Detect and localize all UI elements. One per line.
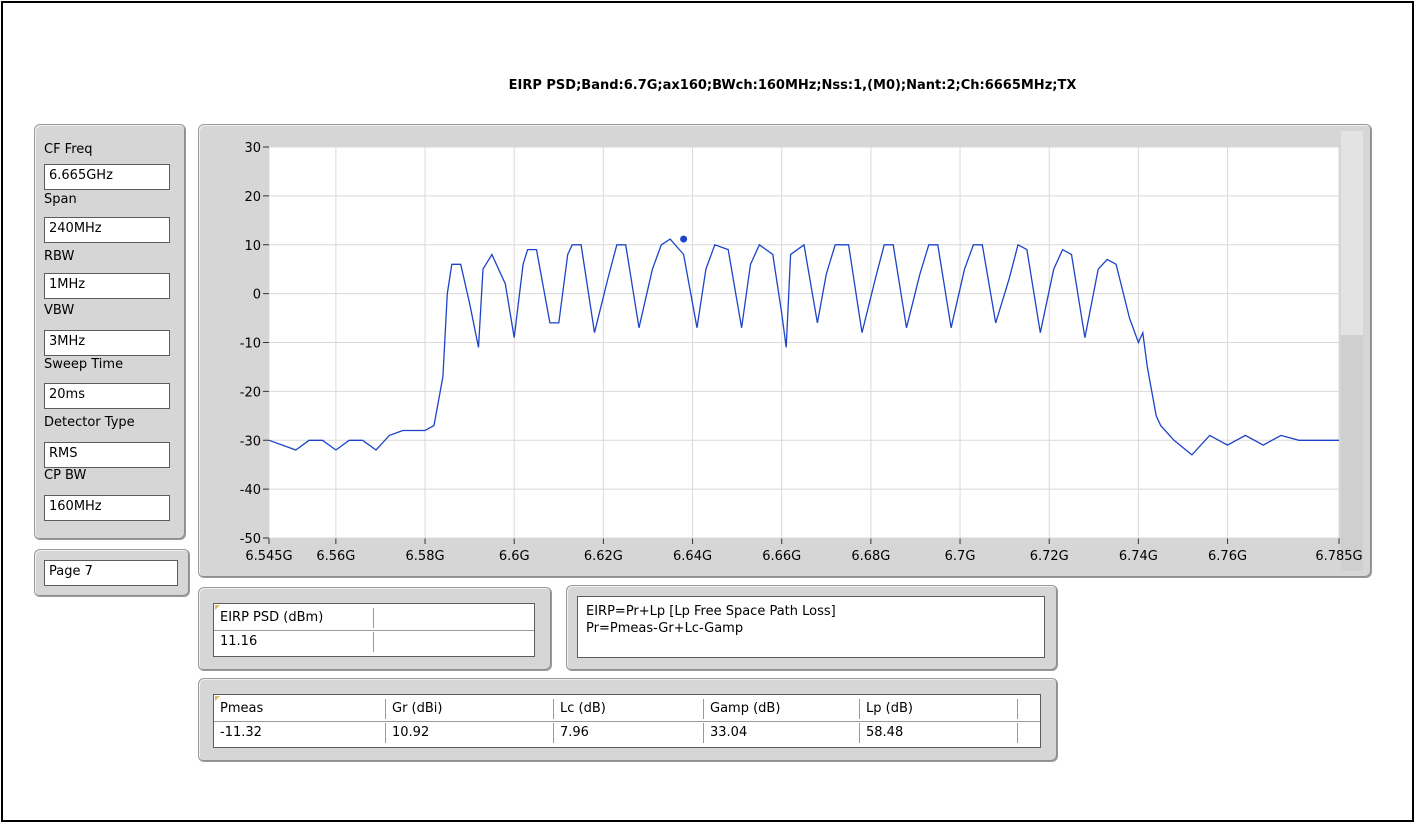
chart-panel: 6.545G 6.56G 6.58G 6.6G 6.62G 6.64G 6.66G 6.68G… bbox=[198, 124, 1372, 578]
spectrum-plot: 6.545G 6.56G 6.58G 6.6G 6.62G 6.64G 6.66G 6.68G… bbox=[240, 131, 1363, 571]
gamp-value: 33.04 bbox=[704, 723, 860, 743]
eirp-table: EIRP PSD (dBm) 11.16 bbox=[213, 603, 535, 657]
row-divider bbox=[214, 630, 534, 631]
y-tick-label: 20 bbox=[244, 190, 261, 205]
plot-scroll-thumb bbox=[1341, 335, 1363, 571]
row-divider bbox=[214, 721, 1040, 722]
vbw-field[interactable]: 3MHz bbox=[44, 330, 170, 356]
lc-header: Lc (dB) bbox=[554, 699, 704, 719]
span-label: Span bbox=[44, 192, 77, 207]
y-tick-label: -30 bbox=[240, 434, 261, 449]
table-corner-mark bbox=[215, 605, 220, 610]
formula-box: EIRP=Pr+Lp [Lp Free Space Path Loss] Pr=… bbox=[577, 596, 1045, 658]
formula-line-2: Pr=Pmeas-Gr+Lc-Gamp bbox=[586, 621, 744, 636]
lp-value: 58.48 bbox=[860, 723, 1018, 743]
x-tick-label: 6.7G bbox=[945, 549, 976, 564]
y-tick-label: 0 bbox=[253, 288, 261, 303]
pmeas-value: -11.32 bbox=[214, 723, 386, 743]
eirp-header-empty bbox=[374, 608, 534, 628]
measurement-table: Pmeas Gr (dBi) Lc (dB) Gamp (dB) Lp (dB)… bbox=[213, 694, 1041, 748]
lc-value: 7.96 bbox=[554, 723, 704, 743]
y-tick-label: -20 bbox=[240, 385, 261, 400]
eirp-header-cell: EIRP PSD (dBm) bbox=[214, 608, 374, 628]
x-tick-label: 6.74G bbox=[1119, 549, 1158, 564]
x-tick-label: 6.58G bbox=[406, 549, 445, 564]
vbw-label: VBW bbox=[44, 303, 75, 318]
x-tick-label: 6.64G bbox=[673, 549, 712, 564]
y-tick-label: -10 bbox=[240, 337, 261, 352]
peak-marker bbox=[680, 235, 688, 243]
eirp-value-empty bbox=[374, 632, 534, 652]
sweep-time-field[interactable]: 20ms bbox=[44, 383, 170, 409]
cf-freq-label: CF Freq bbox=[44, 142, 93, 157]
y-tick-label: 10 bbox=[244, 239, 261, 254]
span-field[interactable]: 240MHz bbox=[44, 217, 170, 243]
x-tick-label: 6.6G bbox=[499, 549, 530, 564]
rbw-label: RBW bbox=[44, 249, 75, 264]
detector-type-field[interactable]: RMS bbox=[44, 442, 170, 468]
gamp-header: Gamp (dB) bbox=[704, 699, 860, 719]
x-tick-label: 6.76G bbox=[1208, 549, 1247, 564]
measurement-panel: Pmeas Gr (dBi) Lc (dB) Gamp (dB) Lp (dB)… bbox=[198, 678, 1058, 762]
x-tick-label: 6.785G bbox=[1315, 549, 1362, 564]
x-tick-label: 6.62G bbox=[584, 549, 623, 564]
pmeas-header: Pmeas bbox=[214, 699, 386, 719]
formula-panel: EIRP=Pr+Lp [Lp Free Space Path Loss] Pr=… bbox=[566, 585, 1058, 671]
gr-value: 10.92 bbox=[386, 723, 554, 743]
spectrum-trace bbox=[268, 238, 1339, 456]
y-tick-label: -50 bbox=[240, 532, 261, 547]
detector-type-label: Detector Type bbox=[44, 415, 135, 430]
x-tick-label: 6.56G bbox=[316, 549, 355, 564]
formula-line-1: EIRP=Pr+Lp [Lp Free Space Path Loss] bbox=[586, 604, 836, 619]
x-tick-label: 6.68G bbox=[851, 549, 890, 564]
table-corner-mark bbox=[215, 696, 220, 701]
page-panel: Page 7 bbox=[34, 549, 190, 597]
rbw-field[interactable]: 1MHz bbox=[44, 273, 170, 299]
cp-bw-label: CP BW bbox=[44, 468, 87, 483]
lp-header: Lp (dB) bbox=[860, 699, 1018, 719]
eirp-panel: EIRP PSD (dBm) 11.16 bbox=[198, 587, 552, 671]
x-tick-label: 6.66G bbox=[762, 549, 801, 564]
x-tick-label: 6.545G bbox=[245, 549, 292, 564]
x-tick-label: 6.72G bbox=[1030, 549, 1069, 564]
cp-bw-field[interactable]: 160MHz bbox=[44, 495, 170, 521]
settings-panel: CF Freq 6.665GHz Span 240MHz RBW 1MHz VB… bbox=[34, 124, 186, 540]
page-field[interactable]: Page 7 bbox=[44, 560, 178, 586]
cf-freq-field[interactable]: 6.665GHz bbox=[44, 164, 170, 190]
chart-title: EIRP PSD;Band:6.7G;ax160;BWch:160MHz;Nss… bbox=[508, 78, 1077, 93]
eirp-value-cell: 11.16 bbox=[214, 632, 374, 652]
sweep-time-label: Sweep Time bbox=[44, 357, 124, 372]
y-tick-label: -40 bbox=[240, 483, 261, 498]
y-tick-label: 30 bbox=[244, 141, 261, 156]
gr-header: Gr (dBi) bbox=[386, 699, 554, 719]
